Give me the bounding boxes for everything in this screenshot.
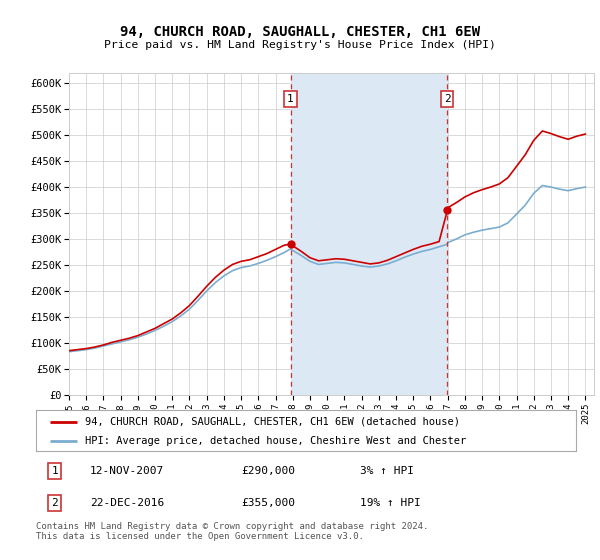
Text: £290,000: £290,000 <box>241 466 295 476</box>
Text: 94, CHURCH ROAD, SAUGHALL, CHESTER, CH1 6EW (detached house): 94, CHURCH ROAD, SAUGHALL, CHESTER, CH1 … <box>85 417 460 427</box>
Text: HPI: Average price, detached house, Cheshire West and Chester: HPI: Average price, detached house, Ches… <box>85 436 466 446</box>
Text: 1: 1 <box>52 466 58 476</box>
Text: 19% ↑ HPI: 19% ↑ HPI <box>360 498 421 508</box>
Text: 94, CHURCH ROAD, SAUGHALL, CHESTER, CH1 6EW: 94, CHURCH ROAD, SAUGHALL, CHESTER, CH1 … <box>120 26 480 39</box>
Text: Price paid vs. HM Land Registry's House Price Index (HPI): Price paid vs. HM Land Registry's House … <box>104 40 496 50</box>
Text: 3% ↑ HPI: 3% ↑ HPI <box>360 466 414 476</box>
Text: 1: 1 <box>287 94 294 104</box>
Bar <box>290 73 448 395</box>
Text: £355,000: £355,000 <box>241 498 295 508</box>
Text: 2: 2 <box>52 498 58 508</box>
Text: 2: 2 <box>444 94 451 104</box>
Text: Contains HM Land Registry data © Crown copyright and database right 2024.
This d: Contains HM Land Registry data © Crown c… <box>36 522 428 542</box>
Text: 12-NOV-2007: 12-NOV-2007 <box>90 466 164 476</box>
Text: 22-DEC-2016: 22-DEC-2016 <box>90 498 164 508</box>
